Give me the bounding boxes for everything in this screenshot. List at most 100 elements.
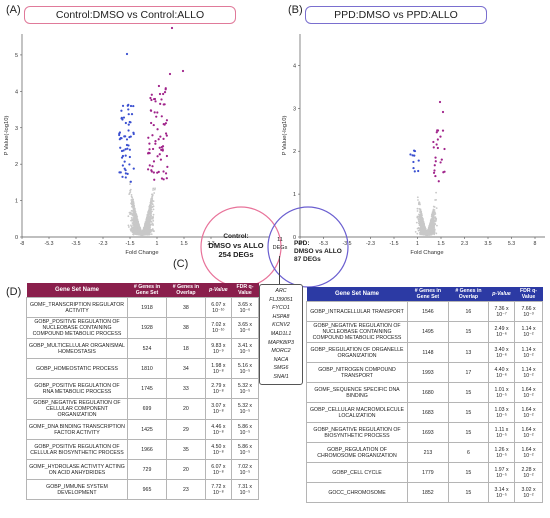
point-ns — [416, 216, 419, 219]
point-ns — [150, 233, 153, 235]
point-ns — [432, 217, 435, 220]
point-down — [121, 164, 124, 167]
point-ns — [433, 228, 436, 231]
point-down — [118, 171, 121, 174]
point-ns — [433, 206, 436, 208]
point-ns — [416, 210, 419, 212]
x-tick-label: 8 — [534, 241, 537, 247]
point-ns — [133, 226, 136, 229]
point-ns — [418, 215, 421, 218]
point-ns — [127, 226, 130, 228]
point-down — [122, 149, 125, 152]
point-ns — [150, 198, 152, 201]
point-ns — [433, 232, 436, 234]
point-outlier — [129, 104, 133, 108]
point-up — [158, 92, 162, 96]
point-ns — [418, 213, 421, 216]
point-up — [158, 146, 161, 149]
point-ns — [435, 232, 438, 235]
point-up — [163, 90, 167, 94]
point-up — [154, 100, 157, 103]
point-down — [120, 109, 123, 112]
point-ns — [147, 211, 149, 214]
point-ns — [134, 210, 136, 212]
point-down — [132, 104, 135, 108]
point-up — [146, 168, 150, 171]
x-tick-label: -5.3 — [319, 241, 328, 247]
point-ns — [152, 224, 154, 227]
point-up — [159, 158, 163, 161]
point-ns — [417, 199, 419, 201]
point-down — [130, 113, 134, 116]
point-ns — [432, 220, 434, 223]
point-ns — [149, 210, 151, 213]
panel-b-letter: (B) — [288, 4, 303, 16]
point-ns — [152, 219, 155, 222]
point-ns — [151, 196, 154, 198]
point-up — [164, 88, 167, 91]
point-down — [124, 148, 127, 151]
point-up — [162, 123, 165, 126]
point-ns — [130, 209, 133, 212]
point-ns — [435, 207, 438, 210]
point-up — [152, 171, 155, 174]
y-tick-label: 3 — [15, 126, 18, 132]
point-ns — [149, 199, 152, 202]
point-down — [127, 103, 130, 106]
point-ns — [421, 222, 424, 225]
point-up — [164, 172, 168, 175]
point-ns — [137, 232, 140, 235]
point-up — [154, 142, 157, 145]
point-ns — [132, 202, 135, 205]
point-ns — [420, 215, 423, 217]
point-ns — [149, 218, 152, 221]
point-down — [121, 175, 124, 178]
point-ns — [131, 213, 133, 216]
point-up — [159, 135, 162, 138]
point-ns — [127, 224, 130, 227]
point-outlier — [170, 26, 174, 30]
point-ns — [428, 225, 431, 227]
point-ns — [148, 215, 150, 218]
x-tick-label: 2.3 — [207, 241, 214, 247]
point-down — [127, 113, 130, 116]
point-ns — [146, 225, 149, 228]
point-up — [160, 98, 163, 101]
point-ns — [430, 228, 433, 231]
point-up — [152, 160, 156, 163]
point-up — [150, 93, 153, 96]
point-ns — [152, 208, 155, 211]
point-ns — [146, 232, 149, 235]
point-up — [154, 140, 157, 143]
point-ns — [130, 195, 133, 198]
point-up — [149, 109, 152, 112]
point-ns — [418, 222, 421, 224]
point-ns — [432, 225, 435, 228]
point-ns — [434, 220, 436, 223]
point-up — [148, 148, 151, 151]
point-outlier — [181, 69, 185, 73]
point-up — [149, 96, 152, 100]
volcano-a-title: Control:DMSO vs Control:ALLO — [24, 6, 236, 24]
point-up — [157, 138, 160, 141]
x-tick-label: -3.5 — [343, 241, 352, 247]
x-tick-label: 1 — [156, 241, 159, 247]
point-ns — [153, 192, 156, 194]
point-ns — [136, 228, 139, 231]
point-ns — [131, 198, 134, 201]
point-ns — [152, 230, 155, 233]
point-ns — [422, 220, 425, 223]
point-ns — [418, 201, 421, 204]
point-ns — [420, 217, 423, 220]
point-ns — [148, 208, 151, 211]
point-ns — [133, 206, 136, 209]
point-up — [147, 151, 150, 154]
point-down — [123, 160, 126, 163]
point-ns — [149, 224, 152, 227]
point-ns — [129, 183, 131, 186]
x-tick-label: -8 — [20, 241, 25, 247]
point-down — [121, 104, 125, 107]
point-ns — [133, 224, 136, 227]
